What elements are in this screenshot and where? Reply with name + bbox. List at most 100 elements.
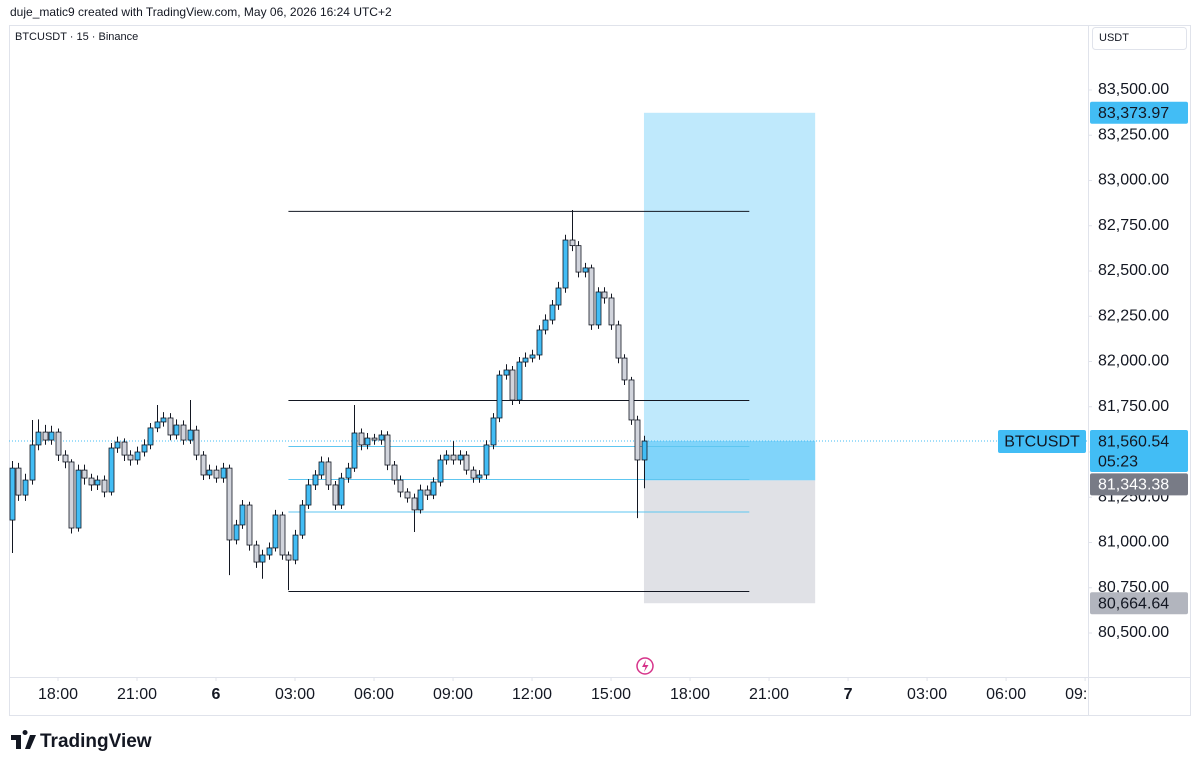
candle-body [483, 444, 490, 476]
candle-body [411, 497, 418, 511]
symbol-title: BTCUSDT · 15 · Binance [15, 31, 138, 43]
candle-body [608, 297, 615, 326]
stop-label: 80,664.64 [1098, 595, 1169, 612]
candle-body [193, 429, 200, 456]
candle-body [516, 361, 523, 401]
candle-body [457, 454, 464, 461]
candle-body [562, 239, 569, 289]
y-tick-label: 82,000.00 [1098, 353, 1169, 370]
candle-body [62, 454, 69, 463]
candle-body [536, 329, 543, 356]
candle-body [220, 467, 227, 479]
candle-body [601, 291, 608, 299]
candle-body [173, 424, 180, 436]
brand: TradingView [40, 731, 152, 752]
candle-body [575, 245, 582, 273]
candle-body [450, 454, 457, 461]
x-tick-label: 18:00 [670, 686, 710, 703]
candle-body [569, 239, 576, 247]
y-tick-label: 82,250.00 [1098, 307, 1169, 324]
candle-body [94, 479, 101, 486]
candle-body [180, 424, 187, 441]
candle-body [259, 554, 266, 563]
candle-body [187, 429, 194, 441]
candle-body [55, 431, 62, 456]
candle-body [549, 304, 556, 321]
x-tick-label: 03:00 [275, 686, 315, 703]
stop-label-bg [1090, 592, 1188, 615]
candle-body [490, 417, 497, 446]
candle-body [588, 267, 595, 326]
candle-body [213, 469, 220, 479]
candle-body [641, 440, 648, 461]
candle-body [147, 427, 154, 446]
candle-body [75, 469, 82, 529]
candle-body [404, 491, 411, 499]
alert-icon [636, 657, 654, 675]
unit-box [1092, 27, 1187, 50]
candle-body [141, 444, 148, 453]
y-tick-label: 83,000.00 [1098, 172, 1169, 189]
candle-body [378, 434, 385, 441]
candle-body [134, 451, 141, 461]
candle-body [154, 421, 161, 429]
candle-body [108, 447, 115, 493]
candle-body [555, 287, 562, 306]
x-tick-label: 09:00 [1065, 686, 1105, 703]
candle-body [114, 441, 121, 449]
candle-body [621, 357, 628, 381]
candle-body [628, 379, 635, 421]
candle-body [9, 467, 16, 521]
last-price-label: 81,560.54 [1098, 433, 1169, 450]
candle-body [634, 419, 641, 461]
candle-body [272, 514, 279, 549]
candle-body [476, 474, 483, 479]
candle-body [384, 434, 391, 466]
candle-body [48, 431, 55, 441]
symbol-tag: BTCUSDT [1004, 433, 1080, 450]
candle-body [430, 481, 437, 496]
candle-body [503, 369, 510, 376]
candle-body [391, 464, 398, 481]
candle-body [325, 461, 332, 486]
logo [11, 730, 36, 749]
candle-body [470, 469, 477, 479]
candle-body [167, 417, 174, 436]
position-loss [643, 480, 816, 604]
x-tick-label: 09:00 [433, 686, 473, 703]
y-tick-label: 82,750.00 [1098, 217, 1169, 234]
x-tick-label: 06:00 [986, 686, 1026, 703]
x-tick-label: 6 [212, 686, 221, 703]
candle-body [101, 479, 108, 493]
candle-body [364, 437, 371, 446]
candle-body [351, 432, 358, 469]
candle-body [318, 461, 325, 476]
candle-body [305, 484, 312, 506]
candle-body [332, 484, 339, 506]
candle-body [529, 354, 536, 359]
entry-label: 81,343.38 [1098, 477, 1169, 494]
target-label-bg [1090, 101, 1188, 124]
x-tick-label: 18:00 [38, 686, 78, 703]
candle-body [246, 504, 253, 546]
candle-body [496, 374, 503, 419]
candle-body [509, 369, 516, 401]
candle-body [285, 554, 292, 561]
candle-body [200, 454, 207, 476]
pane [9, 112, 1088, 604]
attribution: duje_matic9 created with TradingView.com… [10, 5, 392, 19]
price-axis: 80,500.0080,750.0081,000.0081,250.0081,5… [998, 81, 1188, 641]
candle-body [226, 467, 233, 541]
candle-body [424, 489, 431, 496]
x-tick-label: 06:00 [354, 686, 394, 703]
candle-body [595, 291, 602, 326]
candle-body [279, 514, 286, 556]
position-profit [643, 112, 816, 481]
candle-body [345, 467, 352, 479]
y-tick-label: 83,250.00 [1098, 126, 1169, 143]
candle-body [358, 432, 365, 446]
candle-body [42, 431, 49, 441]
countdown-label: 05:23 [1098, 453, 1138, 470]
candle-body [35, 431, 42, 446]
